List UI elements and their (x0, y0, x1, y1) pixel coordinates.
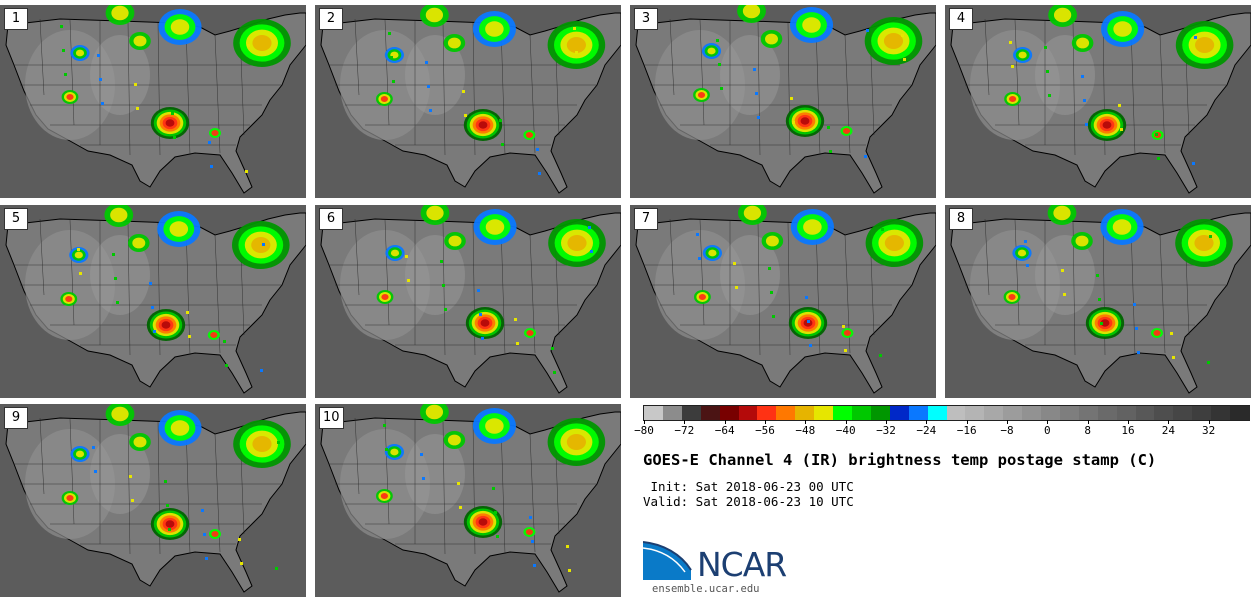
colorbar-tick (724, 420, 726, 424)
map-image (0, 404, 306, 597)
colorbar-swatch (1230, 406, 1250, 420)
map-image (0, 205, 306, 398)
colorbar-swatch (984, 406, 1004, 420)
colorbar-tick-label: −8 (1000, 424, 1014, 437)
colorbar-tick-label: −80 (634, 424, 654, 437)
colorbar-swatch (1003, 406, 1023, 420)
colorbar-tick-label: 32 (1202, 424, 1216, 437)
map-image (945, 205, 1251, 398)
colorbar-swatch (1022, 406, 1042, 420)
colorbar-swatch (965, 406, 985, 420)
colorbar-tick-label: 24 (1161, 424, 1175, 437)
map-image (0, 5, 306, 198)
colorbar-tick (926, 420, 928, 424)
colorbar-swatch (814, 406, 834, 420)
colorbar-swatch (1078, 406, 1099, 420)
map-panel-1: 1 (0, 5, 306, 198)
valid-time: Valid: Sat 2018-06-23 10 UTC (643, 494, 854, 509)
colorbar-tick-label: −24 (916, 424, 937, 437)
colorbar-swatch (927, 406, 947, 420)
colorbar-swatch (1116, 406, 1137, 420)
colorbar-swatch (1041, 406, 1061, 420)
panel-number: 6 (319, 208, 343, 230)
colorbar-swatch (719, 406, 740, 420)
colorbar-tick (966, 420, 968, 424)
colorbar-tick (644, 420, 645, 424)
panel-number: 8 (949, 208, 973, 230)
colorbar-swatch (833, 406, 853, 420)
colorbar-swatch (1135, 406, 1155, 420)
map-image (945, 5, 1251, 198)
colorbar-tick-label: −64 (714, 424, 735, 437)
ncar-logo-text: NCAR (697, 545, 787, 584)
colorbar-swatch (700, 406, 721, 420)
colorbar-tick (1128, 420, 1129, 424)
panel-number: 4 (949, 8, 973, 30)
map-panel-3: 3 (630, 5, 936, 198)
colorbar-tick-label: −40 (835, 424, 856, 437)
map-panel-6: 6 (315, 205, 621, 398)
map-panel-9: 9 (0, 404, 306, 597)
colorbar-swatch (870, 406, 891, 420)
colorbar-tick (765, 420, 766, 424)
map-image (315, 205, 621, 398)
colorbar-tick (684, 420, 686, 424)
colorbar-swatch (1059, 406, 1080, 420)
colorbar-swatch (851, 406, 872, 420)
colorbar-tick (805, 420, 807, 424)
colorbar-swatch (1097, 406, 1118, 420)
map-image (630, 5, 936, 198)
colorbar-swatch (889, 406, 910, 420)
panel-number: 5 (4, 208, 28, 230)
colorbar-swatch (795, 406, 815, 420)
panel-number: 9 (4, 407, 28, 429)
panel-number: 1 (4, 8, 28, 30)
chart-title: GOES-E Channel 4 (IR) brightness temp po… (643, 451, 1157, 469)
map-panel-7: 7 (630, 205, 936, 398)
colorbar-swatch (662, 406, 683, 420)
colorbar-tick (1047, 420, 1049, 424)
colorbar-swatch (681, 406, 702, 420)
colorbar-tick (886, 420, 887, 424)
colorbar-tick-label: −48 (795, 424, 816, 437)
colorbar-swatch (908, 406, 929, 420)
colorbar-tick-label: 16 (1121, 424, 1135, 437)
map-panel-10: 10 (315, 404, 621, 597)
colorbar-swatch (1211, 406, 1231, 420)
colorbar-tick-label: 0 (1044, 424, 1051, 437)
map-panel-4: 4 (945, 5, 1251, 198)
colorbar-tick (1087, 420, 1089, 424)
colorbar-tick-label: −32 (876, 424, 896, 437)
colorbar-swatch (776, 406, 796, 420)
colorbar-tick (1007, 420, 1008, 424)
colorbar-swatch (1173, 406, 1193, 420)
site-url: ensemble.ucar.edu (652, 583, 760, 595)
panel-number: 7 (634, 208, 658, 230)
colorbar-tick-label: −56 (755, 424, 775, 437)
colorbar (643, 405, 1250, 421)
map-panel-2: 2 (315, 5, 621, 198)
panel-number: 3 (634, 8, 658, 30)
map-image (315, 404, 621, 597)
map-image (315, 5, 621, 198)
colorbar-swatch (1154, 406, 1174, 420)
panel-number: 2 (319, 8, 343, 30)
colorbar-tick-label: 8 (1084, 424, 1091, 437)
colorbar-tick (1168, 420, 1170, 424)
colorbar-tick-label: −16 (956, 424, 977, 437)
colorbar-swatch (1192, 406, 1212, 420)
init-time: Init: Sat 2018-06-23 00 UTC (643, 479, 854, 494)
colorbar-tick (845, 420, 847, 424)
colorbar-tick (1208, 420, 1210, 424)
map-panel-8: 8 (945, 205, 1251, 398)
colorbar-swatch (738, 406, 758, 420)
ncar-logo-icon (643, 541, 692, 580)
colorbar-swatch (644, 406, 664, 420)
colorbar-swatch (757, 406, 777, 420)
map-image (630, 205, 936, 398)
map-panel-5: 5 (0, 205, 306, 398)
panel-number: 10 (319, 407, 344, 429)
colorbar-swatch (946, 406, 966, 420)
colorbar-tick-label: −72 (674, 424, 695, 437)
